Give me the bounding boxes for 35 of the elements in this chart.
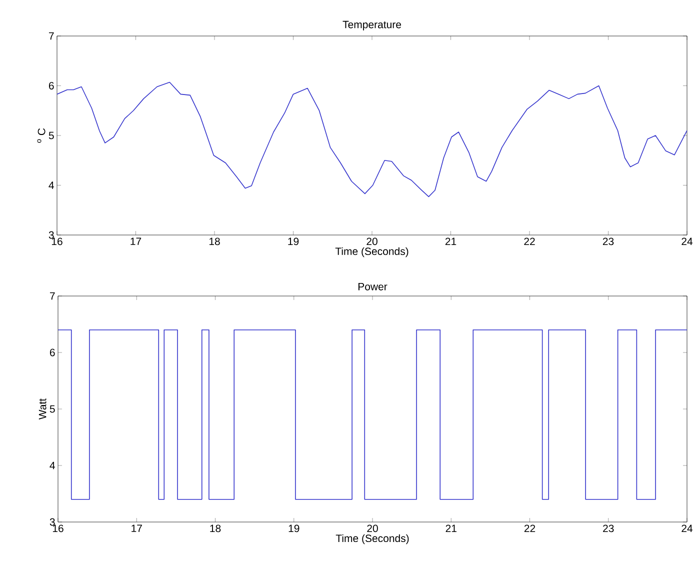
x-tick-label: 22 bbox=[524, 524, 536, 532]
y-tick-label: 7 bbox=[50, 292, 55, 300]
y-tick-label: 4 bbox=[50, 462, 55, 470]
y-tick-label: 5 bbox=[48, 132, 54, 140]
x-axis-title: Time (Seconds) bbox=[335, 247, 408, 258]
y-tick-label: 3 bbox=[48, 231, 54, 239]
y-tick-label: 7 bbox=[48, 32, 54, 40]
x-axis-title: Time (Seconds) bbox=[336, 534, 409, 544]
chart-title: Power bbox=[358, 283, 388, 290]
x-tick-label: 22 bbox=[524, 238, 535, 246]
x-tick-label: 18 bbox=[210, 524, 221, 532]
y-tick-label: 5 bbox=[50, 405, 55, 413]
x-tick-label: 21 bbox=[445, 238, 456, 246]
x-tick-label: 18 bbox=[209, 238, 220, 246]
x-tick-label: 16 bbox=[52, 238, 62, 246]
x-tick-label: 17 bbox=[132, 524, 142, 532]
x-tick-label: 19 bbox=[288, 238, 299, 246]
x-tick-label: 23 bbox=[603, 524, 614, 532]
x-tick-label: 24 bbox=[682, 524, 693, 532]
y-axis-title: Watt bbox=[38, 398, 46, 420]
y-tick-label: 6 bbox=[50, 348, 55, 356]
y-axis-title: $^{o}$ C bbox=[37, 128, 46, 143]
x-tick-label: 23 bbox=[602, 238, 614, 246]
x-tick-label: 20 bbox=[366, 238, 378, 246]
chart-title: Temperature bbox=[342, 20, 402, 30]
y-tick-label: 3 bbox=[50, 518, 55, 526]
x-tick-label: 21 bbox=[446, 524, 456, 532]
x-tick-label: 19 bbox=[288, 524, 300, 532]
line-series bbox=[57, 82, 688, 198]
y-tick-label: 6 bbox=[48, 82, 54, 90]
x-tick-label: 17 bbox=[130, 238, 142, 245]
x-tick-label: 16 bbox=[52, 524, 64, 532]
y-tick-label: 4 bbox=[48, 182, 54, 189]
x-tick-label: 20 bbox=[367, 524, 378, 532]
x-tick-label: 24 bbox=[682, 238, 693, 246]
